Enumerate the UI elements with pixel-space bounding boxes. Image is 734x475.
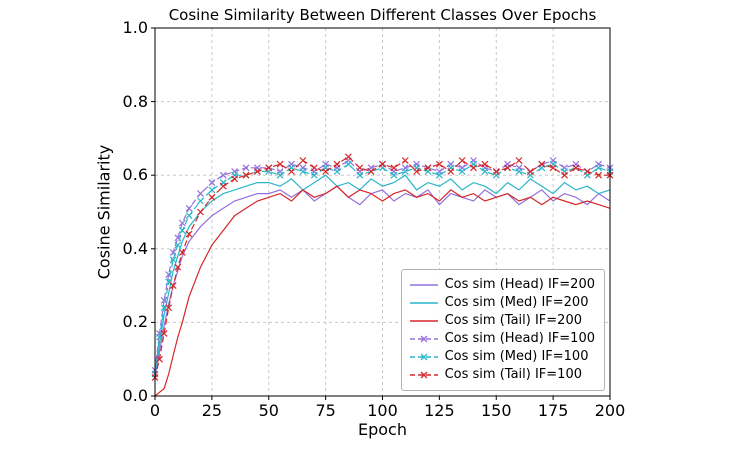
legend-label: Cos sim (Tail) IF=200 [444, 313, 582, 328]
x-tick-label: 175 [537, 401, 569, 420]
plot-area [151, 27, 614, 400]
legend-label: Cos sim (Med) IF=100 [444, 349, 589, 364]
x-tick-label: 150 [480, 401, 512, 420]
legend-item: Cos sim (Head) IF=100 [409, 330, 595, 348]
x-tick-label: 50 [258, 401, 279, 420]
legend-label: Cos sim (Head) IF=200 [444, 277, 595, 292]
x-tick-label: 125 [424, 401, 455, 420]
legend: Cos sim (Head) IF=200 Cos sim (Med) IF=20… [400, 269, 605, 391]
y-tick-label: 1.0 [122, 18, 148, 37]
legend-line-sample [409, 335, 438, 343]
legend-line-sample [409, 320, 438, 322]
y-tick-label: 0.8 [122, 91, 148, 111]
legend-line-sample [409, 284, 438, 286]
legend-label: Cos sim (Head) IF=100 [444, 331, 595, 346]
x-tick-label: 0 [149, 401, 161, 420]
legend-item: Cos sim (Head) IF=200 [409, 276, 595, 294]
chart-title: Cosine Similarity Between Different Clas… [168, 6, 597, 24]
legend-label: Cos sim (Tail) IF=100 [444, 367, 582, 382]
x-tick-label: 25 [201, 401, 223, 420]
legend-item: Cos sim (Med) IF=200 [409, 294, 595, 312]
legend-line-sample [409, 353, 438, 361]
x-tick-label: 75 [315, 401, 336, 420]
y-tick-label: 0.4 [122, 238, 148, 258]
legend-item: Cos sim (Med) IF=100 [409, 348, 595, 366]
legend-line-sample [409, 302, 438, 304]
legend-item: Cos sim (Tail) IF=200 [409, 312, 595, 330]
y-tick-label: 0.2 [122, 312, 148, 332]
x-tick-label: 100 [367, 401, 398, 420]
y-tick-label: 0.6 [122, 165, 148, 185]
legend-line-sample [409, 371, 438, 379]
legend-label: Cos sim (Med) IF=200 [444, 295, 589, 310]
x-axis-label: Epoch [358, 420, 407, 439]
x-tick-label: 200 [594, 401, 626, 420]
y-tick-label: 0.0 [122, 386, 148, 405]
legend-item: Cos sim (Tail) IF=100 [409, 366, 595, 384]
